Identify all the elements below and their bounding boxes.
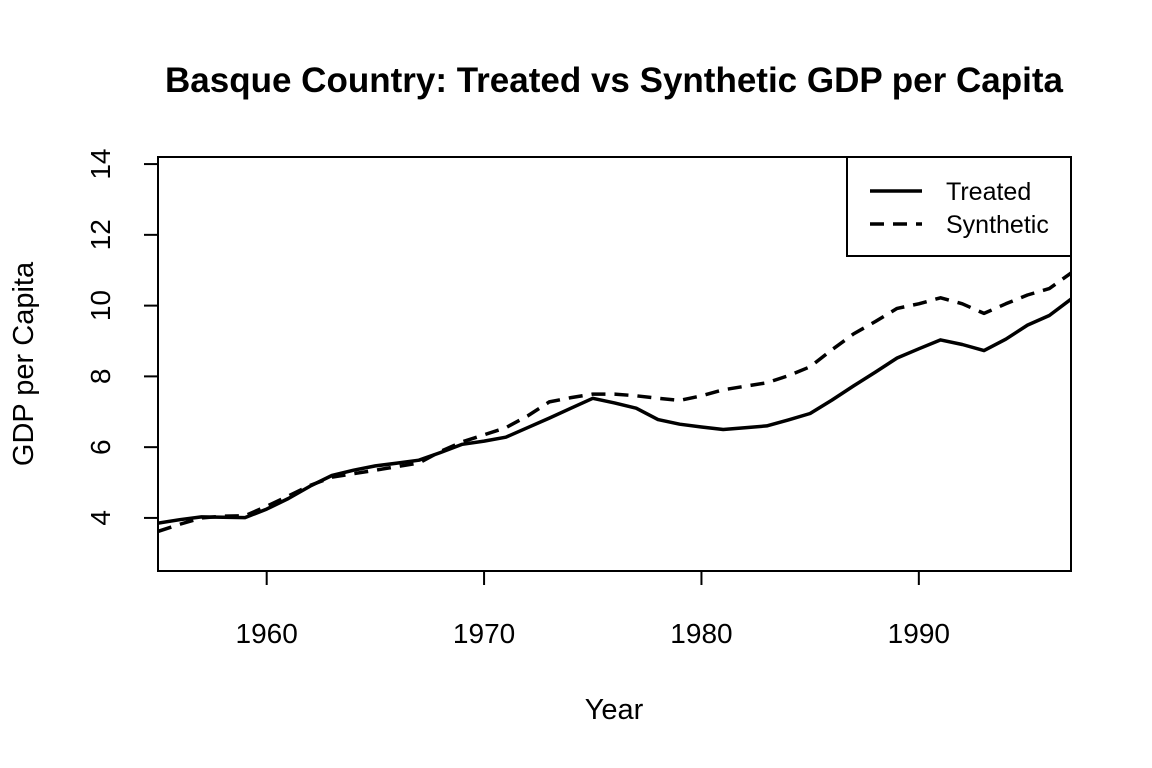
x-tick-label: 1970: [453, 618, 515, 649]
x-tick-label: 1990: [888, 618, 950, 649]
y-axis-label: GDP per Capita: [8, 261, 40, 466]
y-tick-label: 6: [85, 439, 116, 455]
series-line-treated: [158, 297, 1071, 525]
x-axis-label: Year: [585, 694, 644, 726]
x-tick-label: 1960: [236, 618, 298, 649]
y-tick-label: 8: [85, 369, 116, 385]
y-axis: 4 6 8 10 12 14: [85, 149, 159, 526]
legend-box: [846, 156, 1072, 257]
y-tick-label: 14: [85, 149, 116, 180]
chart-title: Basque Country: Treated vs Synthetic GDP…: [165, 61, 1063, 100]
legend: Treated Synthetic: [846, 156, 1072, 257]
x-axis: 1960 1970 1980 1990: [236, 570, 950, 649]
x-tick-label: 1980: [670, 618, 732, 649]
y-tick-label: 4: [85, 510, 116, 526]
legend-label-synthetic: Synthetic: [946, 211, 1049, 239]
legend-label-treated: Treated: [946, 178, 1031, 206]
plot-area: [158, 271, 1071, 534]
series-line-synthetic: [158, 271, 1071, 534]
y-tick-label: 12: [85, 219, 116, 250]
series-layer: [158, 271, 1071, 534]
y-tick-label: 10: [85, 290, 116, 321]
